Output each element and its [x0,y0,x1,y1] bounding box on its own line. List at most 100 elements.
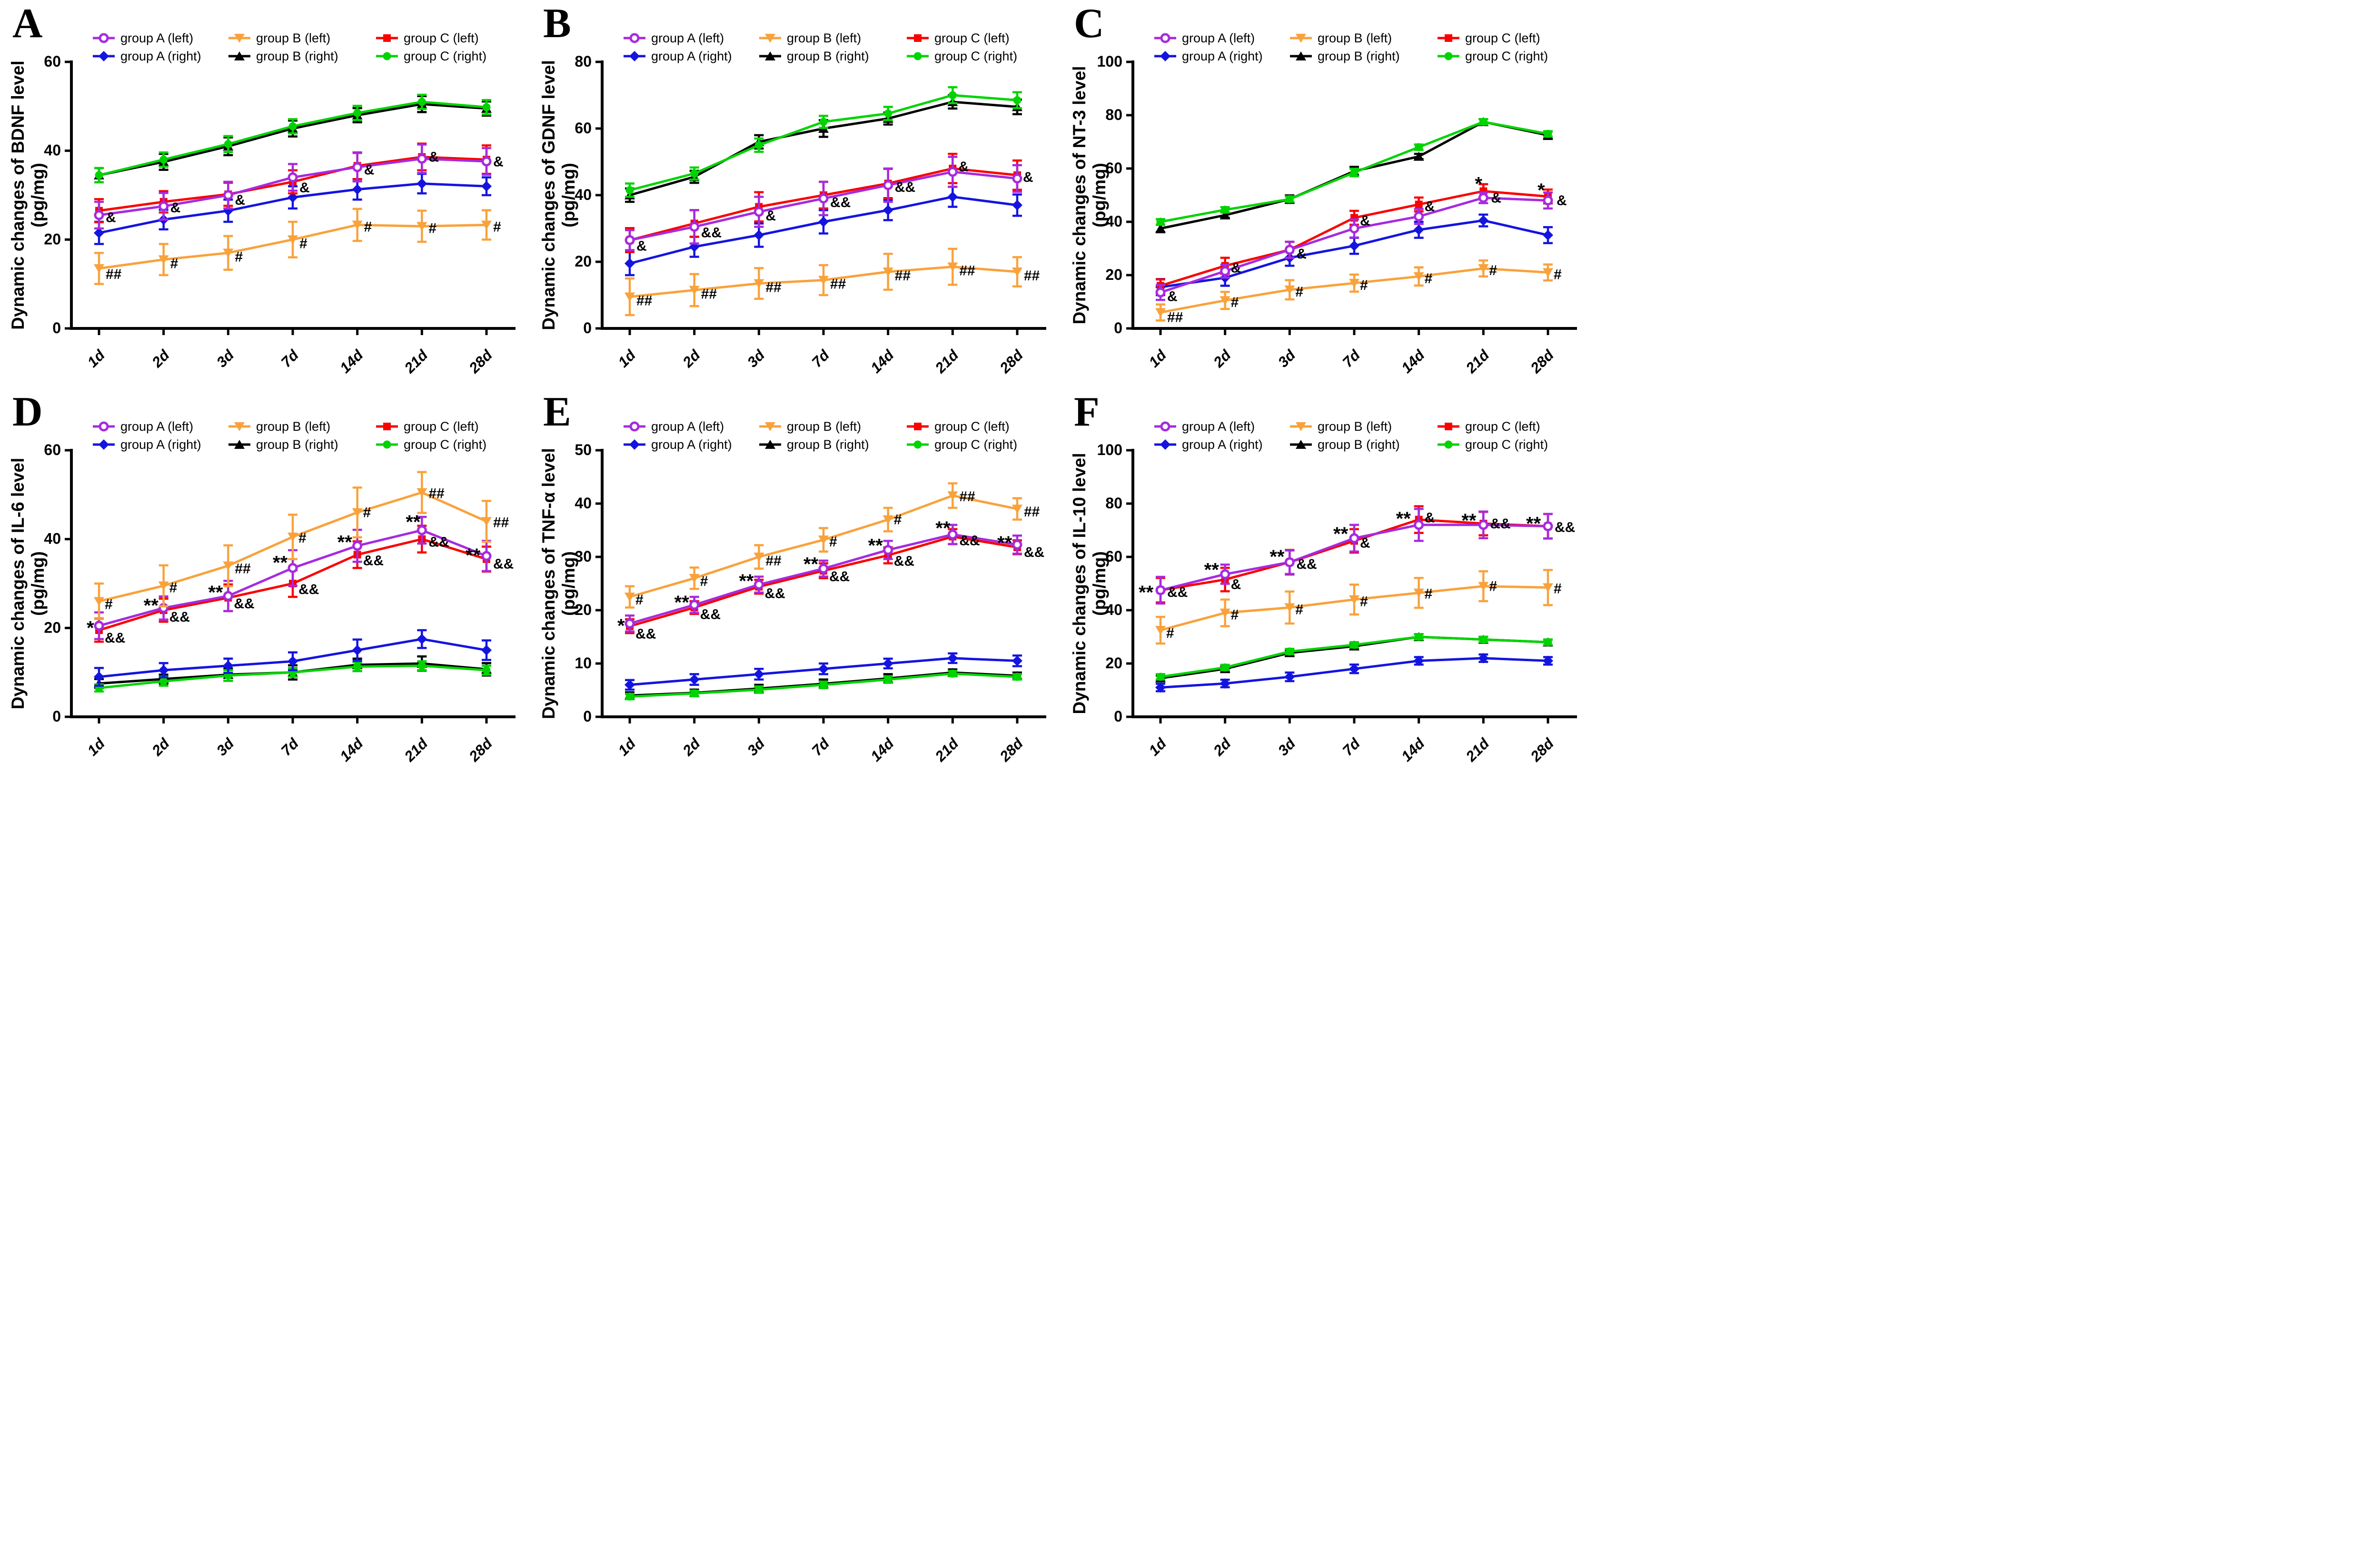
y-axis-label: Dynamic changes of TNF-α level(pg/mg) [539,448,578,719]
svg-text:14d: 14d [1398,734,1428,764]
svg-text:##: ## [493,515,509,530]
legend-item: group B (right) [228,49,338,63]
svg-text:group A (right): group A (right) [1182,49,1263,63]
svg-text:&: & [1425,199,1435,215]
svg-text:group C (right): group C (right) [1465,49,1548,63]
svg-text:group B (right): group B (right) [1318,437,1400,452]
svg-text:**: ** [1396,508,1411,529]
y-axis-label: Dynamic changes of NT-3 level(pg/mg) [1070,66,1109,325]
svg-text:21d: 21d [1462,346,1493,376]
svg-text:20: 20 [1105,266,1122,283]
axes: 0 20 40 60 80 1d 2d 3d 7d 14d 21d 28d [575,53,1046,376]
svg-text:**: ** [406,512,421,533]
series-group-a-right- [625,186,1022,277]
x-axis-ticks: 1d 2d 3d 7d 14d 21d 28d [1146,328,1557,376]
svg-text:28d: 28d [1527,734,1557,765]
legend-item: group C (left) [376,31,479,45]
svg-text:#: # [700,574,708,589]
svg-text:group C (right): group C (right) [404,49,486,63]
svg-text:&&: && [959,533,980,548]
y-axis-ticks: 0 10 20 30 40 50 [575,441,602,725]
legend-item: group A (right) [93,437,201,452]
svg-text:&: & [1425,510,1435,526]
legend: group A (left) group A (right) group B (le… [93,31,486,63]
series-group-b-left- [625,248,1022,317]
svg-text:#: # [363,505,371,521]
panel-D: 0 20 40 60 1d 2d 3d 7d 14d 21d 28d Dynamic changes … [0,388,531,777]
legend-item: group A (right) [1154,49,1263,63]
svg-text:&: & [958,159,969,175]
svg-text:group B (left): group B (left) [1318,419,1392,434]
svg-text:2d: 2d [149,734,173,759]
svg-text:#: # [1489,263,1497,278]
svg-text:21d: 21d [932,734,962,765]
svg-text:7d: 7d [809,734,833,759]
svg-text:group C (left): group C (left) [1465,419,1540,434]
svg-text:21d: 21d [932,346,962,376]
svg-text:#: # [1295,602,1303,617]
svg-text:##: ## [636,293,653,309]
svg-text:80: 80 [1105,106,1122,123]
svg-text:**: ** [1139,582,1154,603]
legend-item: group A (left) [624,31,724,45]
svg-text:#: # [298,530,307,546]
svg-text:&: & [1023,169,1033,185]
svg-text:&&: && [764,586,785,602]
svg-text:#: # [235,249,243,265]
svg-text:&: & [364,162,375,178]
svg-text:#: # [169,580,178,596]
series-group-b-left- [625,482,1022,609]
legend-item: group B (right) [759,437,869,452]
series-group-a-left- [1155,191,1553,301]
svg-text:14d: 14d [867,346,897,376]
svg-text:7d: 7d [278,346,302,370]
legend-item: group C (right) [907,437,1017,452]
svg-text:60: 60 [44,53,61,70]
svg-text:40: 40 [44,530,61,547]
svg-text:&: & [1296,246,1307,262]
svg-text:21d: 21d [1462,734,1493,765]
svg-text:40: 40 [1105,601,1122,618]
svg-text:&&: && [169,609,190,625]
series-group-c-right- [625,669,1022,701]
svg-text:&: & [170,200,181,216]
legend-item: group C (right) [907,49,1017,63]
series-group-c-right- [1156,118,1553,226]
svg-text:group C (right): group C (right) [404,437,486,452]
svg-text:1d: 1d [84,346,109,370]
axes: 0 20 40 60 80 100 1d 2d 3d 7d 14d 21d 28d [1097,441,1577,765]
svg-text:60: 60 [575,119,592,137]
svg-text:&: & [1360,213,1370,229]
panel-E: 0 10 20 30 40 50 1d 2d 3d 7d 14d 21d 28d Dynamic chan… [531,388,1061,777]
svg-text:#: # [428,220,436,236]
legend-item: group B (right) [228,437,338,452]
svg-text:2d: 2d [149,346,173,371]
series-line [629,94,1018,191]
svg-text:&: & [106,210,116,226]
legend-item: group C (right) [376,49,486,63]
series-group-b-left- [1155,569,1553,645]
legend-item: group A (right) [624,437,732,452]
svg-text:&: & [1360,535,1370,551]
chart-svg-E: 0 10 20 30 40 50 1d 2d 3d 7d 14d 21d 28d Dynamic chan… [539,419,1046,765]
svg-text:&&: && [1167,584,1188,600]
svg-text:0: 0 [52,319,61,337]
svg-text:group A (left): group A (left) [120,419,193,434]
series-group-a-left- [625,524,1022,633]
legend-item: group B (right) [1290,437,1400,452]
svg-text:7d: 7d [1339,734,1364,759]
svg-text:7d: 7d [278,734,302,759]
svg-text:##: ## [830,277,846,292]
svg-text:#: # [1425,586,1433,602]
svg-text:28d: 28d [466,346,496,376]
y-axis-label: Dynamic changes of IL-10 level(pg/mg) [1070,453,1109,714]
y-axis-label: Dynamic changes of BDNF level(pg/mg) [8,60,48,329]
series-group-c-right- [94,93,491,184]
x-axis-ticks: 1d 2d 3d 7d 14d 21d 28d [615,328,1027,376]
series-group-c-right- [625,86,1022,198]
legend-item: group C (right) [376,437,486,452]
legend-item: group A (left) [624,419,724,434]
svg-text:1d: 1d [1146,346,1170,370]
svg-text:&: & [1167,288,1178,304]
svg-text:100: 100 [1097,441,1122,458]
